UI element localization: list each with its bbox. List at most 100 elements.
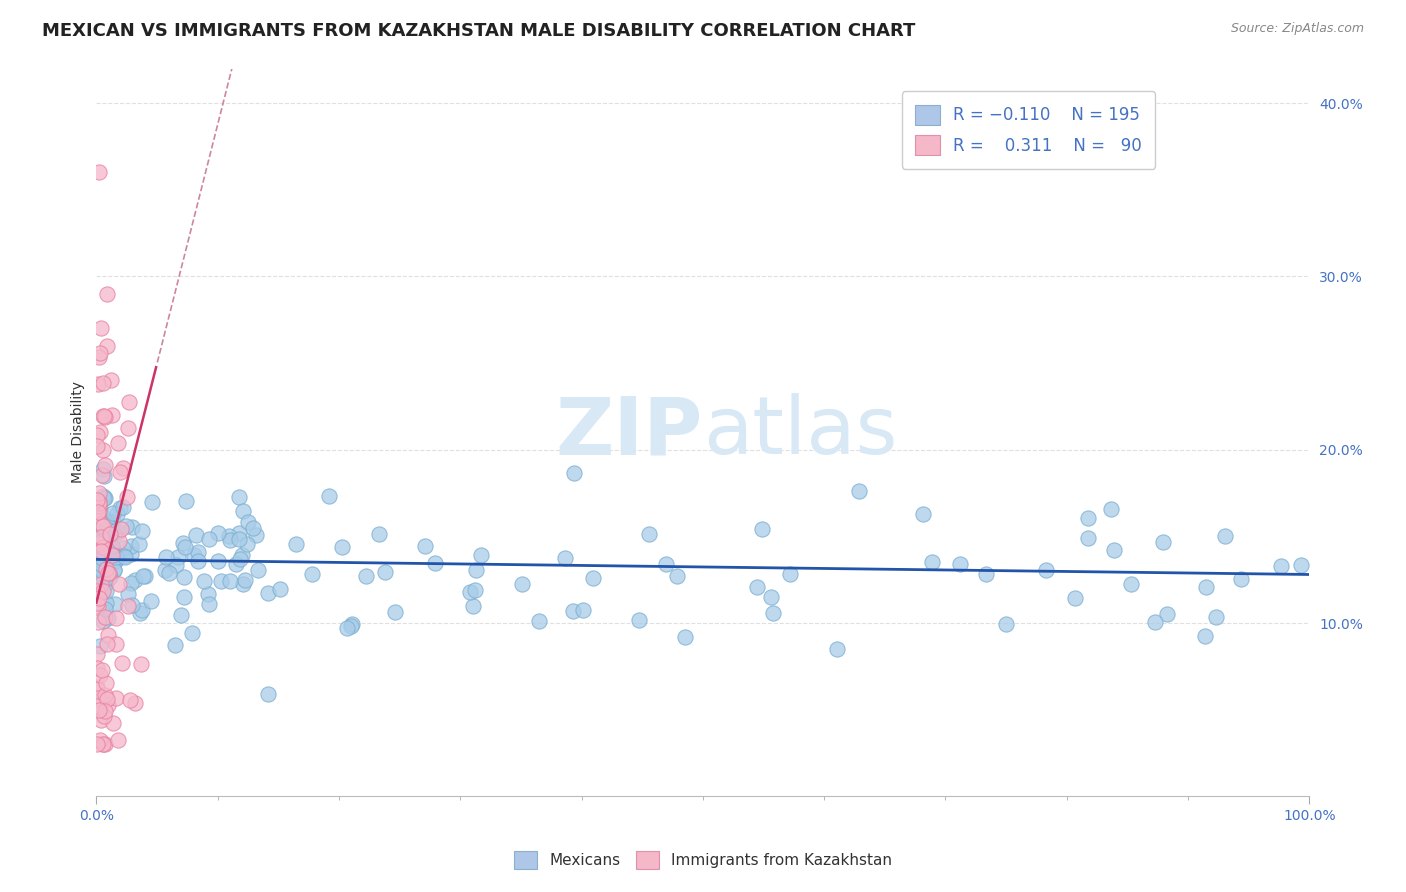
Point (1289, 558, 1312, 572)
Point (256, 687, 278, 701)
Point (912, 507, 935, 521)
Point (87, 703, 110, 717)
Point (108, 577, 131, 591)
Point (96, 533, 118, 547)
Point (94, 491, 117, 506)
Point (115, 490, 138, 504)
Point (86, 536, 108, 550)
Point (108, 534, 131, 549)
Point (105, 637, 128, 651)
Point (165, 558, 187, 573)
Point (90, 534, 112, 549)
Point (91, 737, 114, 751)
Point (93, 409, 115, 423)
Point (87, 510, 110, 524)
Point (93, 580, 115, 594)
Point (111, 657, 134, 671)
Point (97, 566, 120, 580)
Point (94, 562, 117, 576)
Point (98, 569, 121, 583)
Point (228, 526, 250, 541)
Point (1077, 531, 1099, 545)
Point (86, 661, 108, 675)
Point (90, 530, 112, 544)
Point (91, 737, 114, 751)
Point (91, 584, 114, 599)
Point (87, 560, 110, 574)
Point (105, 553, 128, 567)
Point (197, 587, 219, 601)
Point (129, 657, 152, 672)
Point (86, 586, 108, 600)
Point (655, 557, 678, 571)
Point (118, 395, 141, 409)
Point (181, 625, 204, 640)
Point (94, 524, 117, 539)
Point (108, 501, 131, 516)
Point (340, 617, 363, 632)
Point (114, 518, 136, 533)
Point (101, 539, 124, 553)
Point (155, 550, 177, 565)
Point (94, 676, 117, 690)
Point (247, 563, 270, 577)
Point (87, 582, 110, 596)
Point (89, 485, 111, 500)
Text: atlas: atlas (703, 393, 897, 471)
Point (90, 693, 112, 707)
Point (340, 618, 363, 632)
Point (458, 584, 481, 599)
Point (228, 533, 250, 547)
Point (1099, 501, 1122, 516)
Point (104, 611, 127, 625)
Point (86, 428, 108, 442)
Point (93, 709, 115, 723)
Point (114, 549, 136, 564)
Point (91, 663, 114, 677)
Point (318, 489, 340, 503)
Point (89, 733, 111, 747)
Point (112, 500, 135, 514)
Point (131, 603, 153, 617)
Point (103, 563, 125, 577)
Point (89, 504, 111, 518)
Point (184, 528, 207, 542)
Point (89, 500, 111, 514)
Point (89, 557, 111, 571)
Legend: Mexicans, Immigrants from Kazakhstan: Mexicans, Immigrants from Kazakhstan (508, 845, 898, 875)
Point (94, 525, 117, 540)
Point (301, 566, 323, 581)
Point (90, 537, 112, 551)
Point (120, 547, 142, 561)
Legend: R = −​0.110    N = 195, R =    0.311    N =   90: R = −​0.110 N = 195, R = 0.311 N = 90 (901, 91, 1156, 169)
Point (94, 688, 117, 702)
Point (86, 682, 108, 697)
Point (1230, 572, 1253, 586)
Point (91, 519, 114, 533)
Point (90, 584, 112, 599)
Point (112, 549, 135, 563)
Point (1195, 580, 1218, 594)
Y-axis label: Male Disability: Male Disability (72, 382, 86, 483)
Point (104, 554, 127, 568)
Point (91, 564, 114, 578)
Point (94, 514, 117, 528)
Point (111, 461, 134, 475)
Point (236, 515, 259, 529)
Point (562, 466, 585, 480)
Point (465, 563, 488, 577)
Point (90, 544, 112, 558)
Point (86, 497, 108, 511)
Point (86, 698, 108, 713)
Point (367, 527, 389, 541)
Point (228, 491, 250, 505)
Point (96, 561, 118, 575)
Point (675, 630, 697, 644)
Point (110, 522, 132, 536)
Point (157, 566, 180, 580)
Point (89, 667, 111, 681)
Point (89, 346, 111, 360)
Point (128, 537, 150, 551)
Point (97, 698, 120, 713)
Point (97, 515, 120, 529)
